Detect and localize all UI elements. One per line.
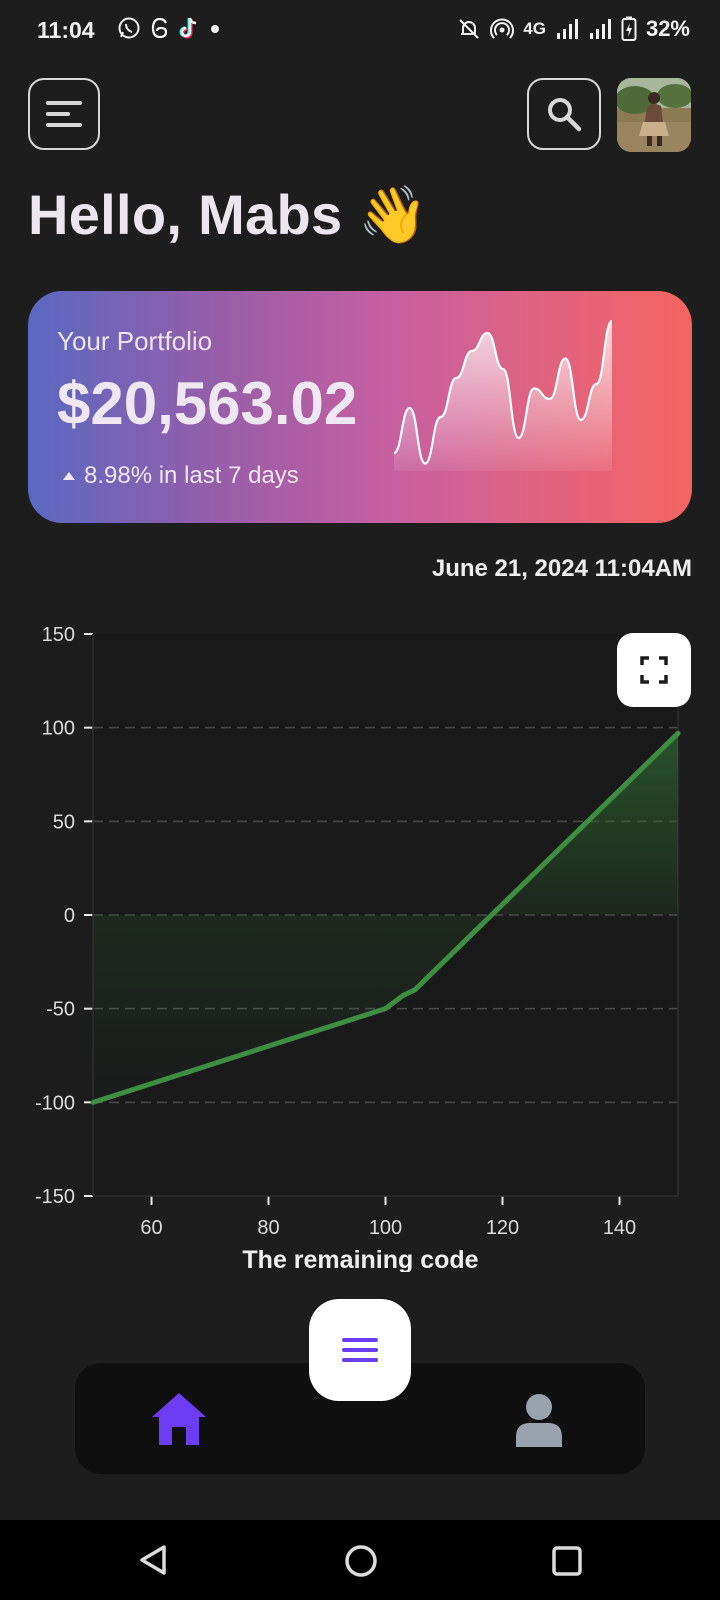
y-tick-label: -50 [46, 999, 75, 1021]
x-tick-label: 120 [486, 1217, 519, 1239]
y-tick-label: 0 [64, 905, 75, 927]
greeting-heading: Hello, Mabs 👋 [28, 182, 428, 248]
x-tick-label: 80 [257, 1217, 279, 1239]
status-bar: 11:04 4G 32% [0, 0, 720, 60]
hotspot-icon [490, 18, 515, 39]
portfolio-sparkline [394, 319, 614, 471]
series-line [90, 730, 681, 1105]
search-button[interactable] [527, 78, 601, 150]
menu-button[interactable] [28, 78, 100, 150]
x-tick-label: 60 [140, 1217, 162, 1239]
y-tick-label: 50 [53, 811, 75, 833]
sparkline-area [394, 321, 612, 471]
list-icon [342, 1338, 378, 1362]
avatar[interactable] [617, 78, 691, 152]
y-tick-label: -100 [35, 1092, 75, 1114]
waving-hand-emoji: 👋 [358, 183, 429, 246]
portfolio-change: 8.98% in last 7 days [62, 462, 299, 490]
mute-notifications-icon [459, 19, 479, 39]
signal-icon-2 [589, 19, 611, 39]
x-tick-label: 140 [603, 1217, 636, 1239]
nav-profile[interactable] [515, 1393, 563, 1452]
status-time: 11:04 [37, 17, 95, 43]
portfolio-value: $20,563.02 [57, 370, 358, 437]
dot-icon [211, 25, 219, 33]
battery-charging-icon [621, 16, 637, 41]
home-circle-icon[interactable] [344, 1544, 378, 1578]
greeting-text: Hello, Mabs [28, 183, 343, 246]
fullscreen-button[interactable] [617, 633, 691, 707]
x-tick-label: 100 [369, 1217, 402, 1239]
arrow-up-icon [63, 472, 75, 480]
y-tick-label: -150 [35, 1186, 75, 1208]
center-menu-button[interactable] [309, 1299, 411, 1401]
home-icon [152, 1393, 206, 1445]
system-navigation-bar [0, 1520, 720, 1600]
notification-icons [117, 16, 221, 40]
system-icons: 4G 32% [457, 16, 690, 42]
battery-level: 32% [645, 16, 690, 41]
recents-icon[interactable] [552, 1546, 582, 1576]
timestamp: June 21, 2024 11:04AM [431, 555, 692, 582]
line-chart[interactable]: 150 100 50 0 -50 -100 -150 60 80 100 120 140 The rem… [0, 612, 720, 1272]
tiktok-icon [179, 17, 197, 39]
y-tick-label: 150 [42, 624, 75, 646]
fullscreen-icon [640, 656, 668, 684]
threads-icon [151, 17, 168, 39]
portfolio-label: Your Portfolio [57, 326, 213, 356]
series-area-below-zero [93, 915, 492, 1103]
avatar-photo [617, 78, 691, 152]
y-tick-label: 100 [42, 718, 75, 740]
network-type: 4G [523, 19, 546, 38]
menu-icon [46, 101, 82, 127]
search-icon [548, 98, 582, 132]
portfolio-change-text: 8.98% in last 7 days [84, 462, 299, 489]
whatsapp-icon [118, 17, 140, 39]
back-icon[interactable] [138, 1544, 168, 1576]
signal-icon [556, 19, 578, 39]
portfolio-card[interactable]: Your Portfolio $20,563.02 8.98% in last … [28, 291, 692, 523]
sparkline-line [394, 319, 614, 465]
profile-icon [516, 1394, 562, 1447]
nav-home[interactable] [150, 1391, 208, 1452]
x-axis-label: The remaining code [242, 1246, 478, 1272]
